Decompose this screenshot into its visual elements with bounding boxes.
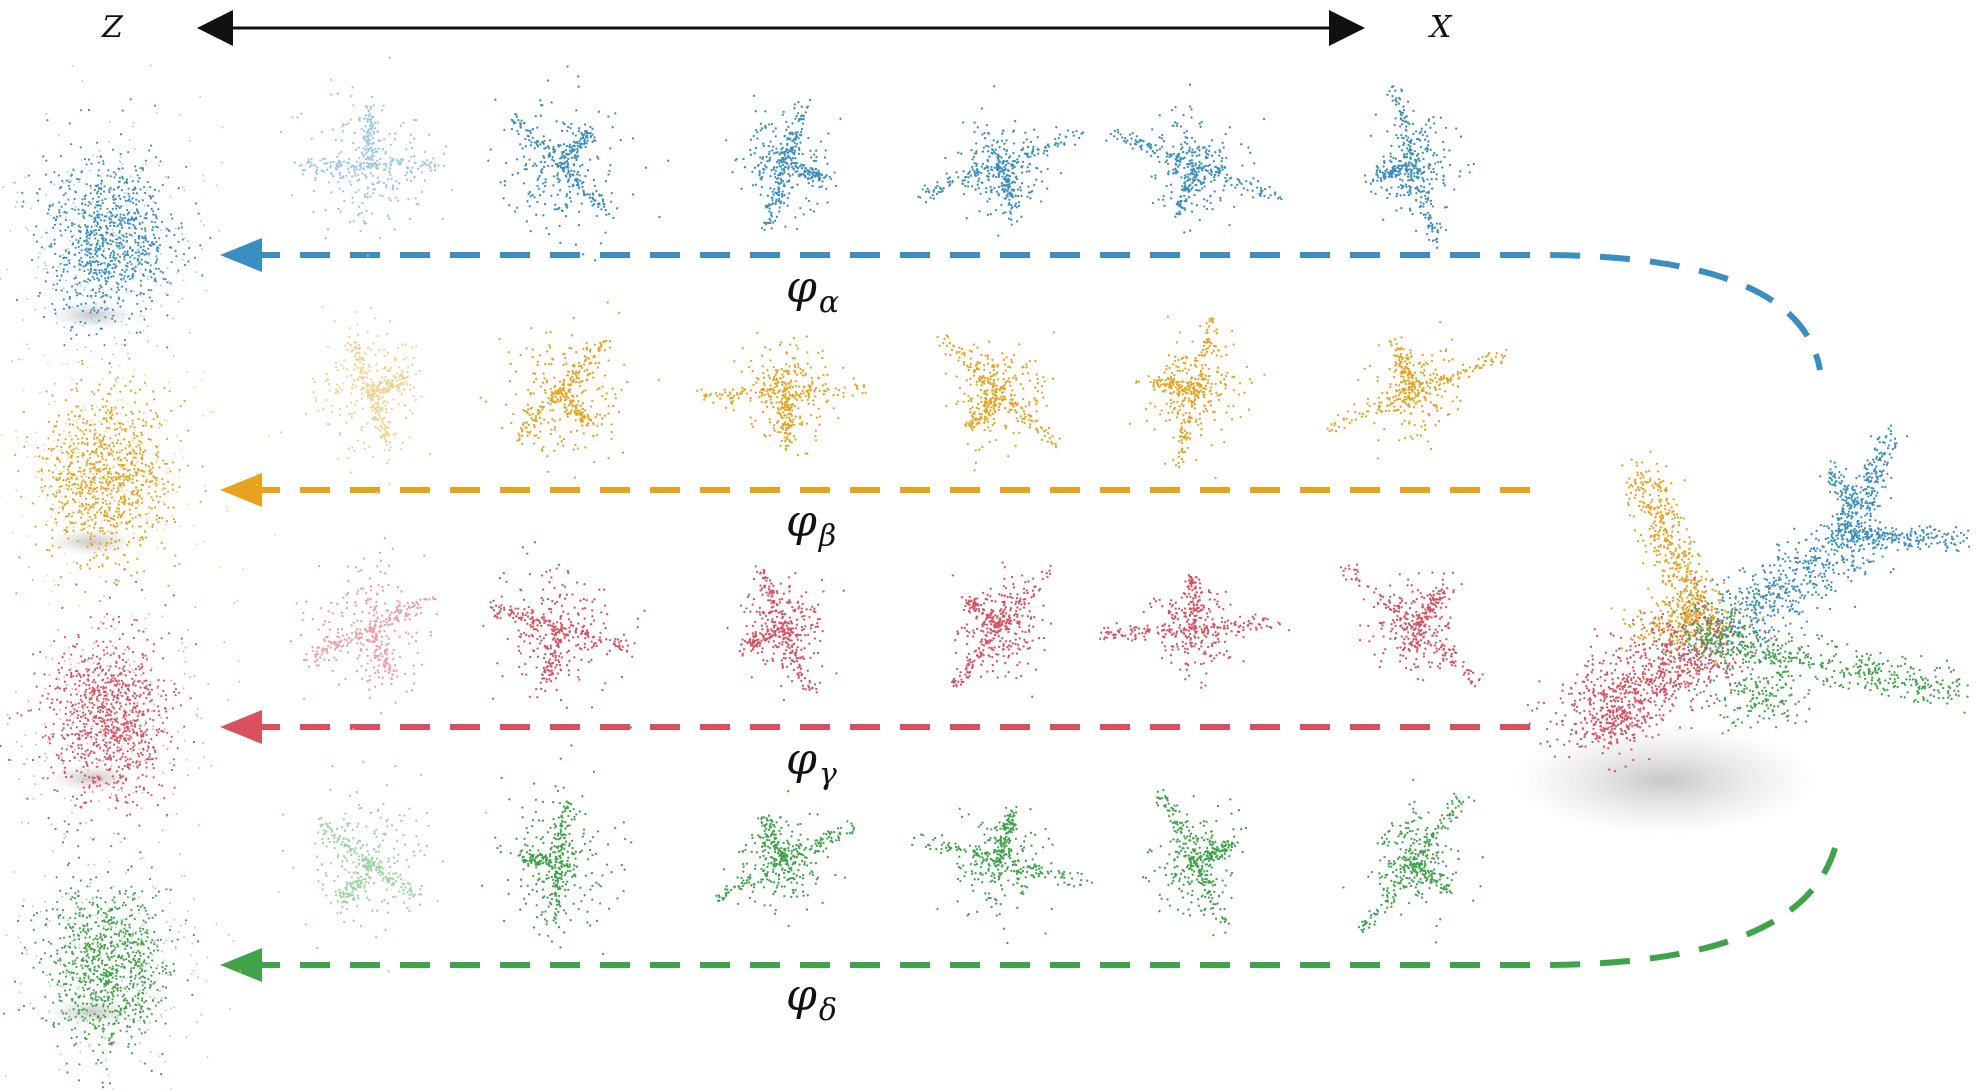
- point-cloud-gamma-5: [1098, 573, 1291, 689]
- phi-alpha-label: φα: [786, 262, 839, 320]
- arrowhead-alpha: [220, 238, 262, 272]
- latent-cloud-beta: [0, 348, 276, 647]
- row-beta: [0, 301, 1540, 647]
- arrowhead-beta: [220, 473, 262, 507]
- point-cloud-beta-1: [279, 305, 432, 495]
- latent-cloud-delta: [3, 789, 280, 1090]
- latent-cloud-gamma: [0, 551, 241, 950]
- point-cloud-gamma-1: [289, 537, 438, 768]
- airplane-right-wing: [1658, 578, 1969, 732]
- phi-delta-label: φδ: [786, 970, 837, 1028]
- point-cloud-delta-5: [1141, 789, 1248, 937]
- phi-beta-label: φβ: [786, 496, 836, 554]
- point-cloud-gamma-6: [1339, 563, 1484, 688]
- point-cloud-beta-6: [1326, 321, 1508, 460]
- phi-alpha-symbol: φ: [786, 262, 817, 313]
- phi-gamma-label: φγ: [786, 734, 837, 792]
- dashed-arrow-alpha: [250, 252, 1823, 371]
- row-gamma: [0, 537, 1540, 950]
- phi-alpha-subscript: α: [818, 285, 840, 320]
- arrowhead-gamma: [220, 710, 262, 744]
- point-cloud-gamma-4: [950, 561, 1053, 698]
- phi-gamma-symbol: φ: [786, 734, 817, 785]
- phi-gamma-subscript: γ: [818, 757, 837, 792]
- phi-delta-symbol: φ: [786, 970, 817, 1021]
- airplane-fuselage-rear: [1656, 424, 1971, 685]
- point-cloud-delta-2: [481, 744, 633, 969]
- point-cloud-alpha-1: [279, 56, 454, 257]
- dashed-arrow-delta: [250, 847, 1838, 968]
- point-cloud-alpha-6: [1363, 85, 1475, 249]
- point-cloud-beta-5: [1128, 315, 1266, 480]
- point-cloud-beta-2: [479, 301, 660, 479]
- point-cloud-beta-4: [936, 331, 1061, 472]
- point-cloud-delta-4: [911, 805, 1094, 945]
- point-cloud-delta-6: [1342, 778, 1484, 944]
- row-alpha: [0, 56, 1823, 429]
- airplane-shadow: [1515, 725, 1815, 835]
- x-axis-label: X: [1430, 10, 1452, 45]
- row-delta: [3, 744, 1838, 1090]
- point-cloud-alpha-3: [724, 94, 842, 232]
- point-cloud-beta-3: [696, 331, 867, 457]
- point-cloud-alpha-2: [487, 65, 670, 262]
- latent-cloud-alpha: [0, 64, 224, 429]
- segmented-airplane-point-cloud: [1526, 424, 1971, 773]
- point-cloud-gamma-2: [482, 541, 646, 760]
- point-cloud-alpha-5: [1105, 83, 1283, 234]
- phi-beta-symbol: φ: [786, 496, 817, 547]
- phi-beta-subscript: β: [818, 519, 837, 554]
- phi-delta-subscript: δ: [818, 993, 837, 1028]
- point-cloud-delta-3: [715, 790, 856, 928]
- point-cloud-alpha-4: [917, 85, 1085, 237]
- point-cloud-delta-1: [281, 760, 488, 973]
- point-cloud-gamma-3: [726, 565, 845, 702]
- z-axis-label: Z: [102, 10, 123, 45]
- arrowhead-delta: [220, 948, 262, 982]
